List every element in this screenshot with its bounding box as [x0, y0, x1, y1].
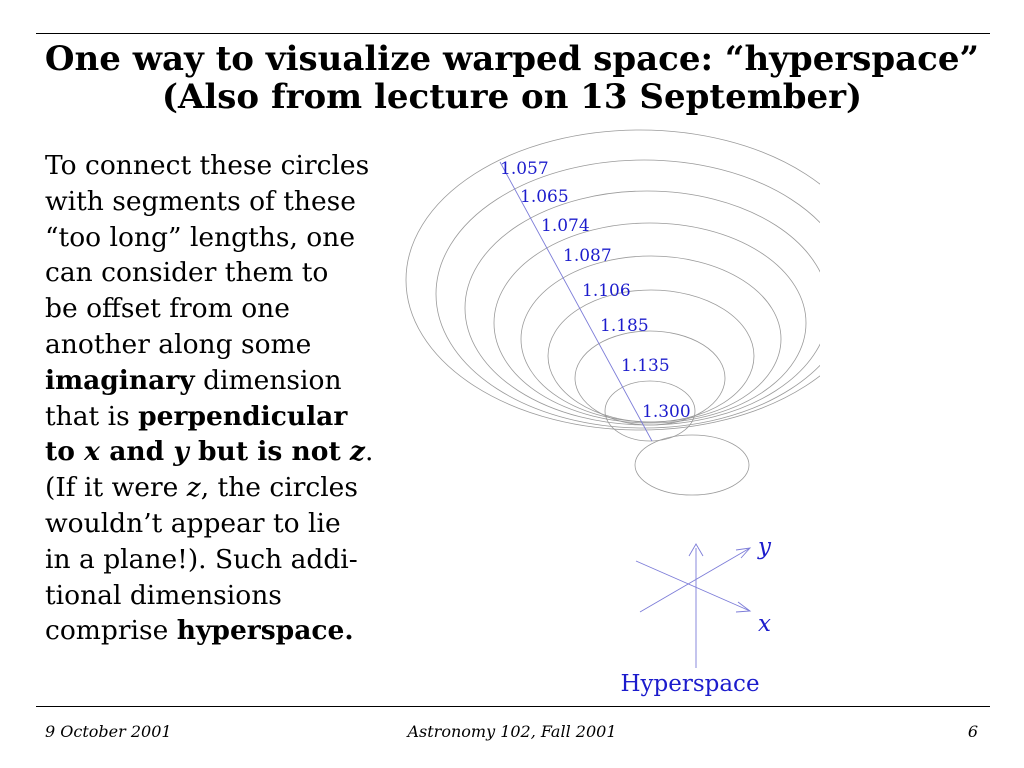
body-text-run: .	[364, 436, 374, 468]
funnel-circle-6	[547, 289, 755, 423]
math-var-x: x	[84, 436, 100, 468]
ratio-guide-line	[499, 161, 653, 442]
body-text-run: , the circles	[200, 472, 358, 504]
body-line: (If it were z, the circles	[45, 470, 407, 506]
ratio-label: 1.135	[621, 356, 670, 376]
x-axis-arrowhead	[735, 601, 752, 613]
body-line: that is perpendicular	[45, 399, 407, 435]
body-line: be offset from one	[45, 293, 290, 325]
ratio-label: 1.057	[500, 159, 549, 179]
body-line: tional dimensions	[45, 579, 282, 611]
ratio-label: 1.074	[541, 216, 590, 236]
y-axis-arrow	[639, 547, 751, 613]
bold-run: but is not	[188, 436, 350, 468]
funnel-circle-2	[435, 159, 820, 429]
body-line: wouldn’t appear to lie	[45, 507, 341, 539]
body-line: in a plane!). Such addi-	[45, 543, 358, 575]
footer-course: Astronomy 102, Fall 2001	[407, 722, 617, 741]
y-axis-arrowhead	[735, 547, 752, 559]
bold-phrase: to x and y but is not z	[45, 436, 365, 467]
body-line: “too long” lengths, one	[45, 221, 356, 253]
axis-label-y: y	[757, 534, 772, 560]
funnel-circle-7	[574, 330, 726, 426]
ratio-label: 1.185	[600, 316, 649, 336]
ratio-label: 1.065	[520, 187, 569, 207]
ratio-label: 1.106	[582, 281, 631, 301]
funnel-circle-8	[604, 380, 696, 442]
x-axis-arrow	[635, 560, 751, 612]
funnel-ellipses	[405, 129, 820, 496]
body-line: To connect these circles	[45, 150, 370, 181]
bold-run: and	[99, 436, 174, 468]
body-text-run: (If it were	[45, 472, 187, 504]
bottom-rule	[36, 706, 990, 707]
body-text-run: dimension	[194, 364, 342, 396]
funnel-circle-1	[405, 129, 820, 431]
ratio-labels: 1.057 1.065 1.074 1.087 1.106 1.185 1.135 1.300	[500, 159, 691, 422]
footer-page-number: 6	[967, 722, 978, 741]
math-var-y: y	[173, 436, 189, 468]
bold-run: to	[45, 436, 85, 468]
axis-label-x: x	[758, 611, 771, 637]
body-line: to x and y but is not z.	[45, 434, 407, 470]
vertical-axis-arrowhead	[688, 543, 704, 557]
ratio-label: 1.300	[642, 402, 691, 422]
funnel-circle-5	[520, 255, 782, 423]
axes-icon	[635, 543, 752, 668]
math-var-z: z	[349, 436, 365, 468]
body-paragraph: To connect these circles with segments o…	[45, 148, 407, 649]
bold-term-hyperspace: hyperspace.	[176, 615, 354, 647]
body-line: comprise hyperspace.	[45, 613, 407, 649]
body-line: another along some	[45, 328, 312, 360]
title-line-2: (Also from lecture on 13 September)	[161, 77, 863, 117]
body-text-run: comprise	[45, 615, 177, 647]
hyperspace-diagram: 1.057 1.065 1.074 1.087 1.106 1.185 1.135 1.300…	[405, 129, 820, 697]
funnel-circle-4	[493, 222, 807, 424]
ratio-label: 1.087	[563, 246, 612, 266]
hyperspace-caption: Hyperspace	[620, 671, 759, 697]
bold-term-perpendicular: perpendicular	[138, 400, 348, 432]
hyperspace-figure: 1.057 1.065 1.074 1.087 1.106 1.185 1.135 1.300…	[400, 120, 820, 700]
funnel-circle-9	[634, 434, 750, 496]
body-line: imaginary dimension	[45, 363, 407, 399]
body-text-run: that is	[45, 400, 139, 432]
bold-term-imaginary: imaginary	[45, 364, 195, 396]
slide-title: One way to visualize warped space: “hype…	[0, 40, 1024, 116]
top-rule	[36, 33, 990, 34]
funnel-circle-3	[464, 190, 820, 426]
body-line: can consider them to	[45, 257, 329, 289]
title-line-1: One way to visualize warped space: “hype…	[44, 39, 980, 79]
math-var-z: z	[186, 472, 201, 504]
body-line: with segments of these	[45, 185, 356, 217]
footer-date: 9 October 2001	[45, 722, 172, 741]
